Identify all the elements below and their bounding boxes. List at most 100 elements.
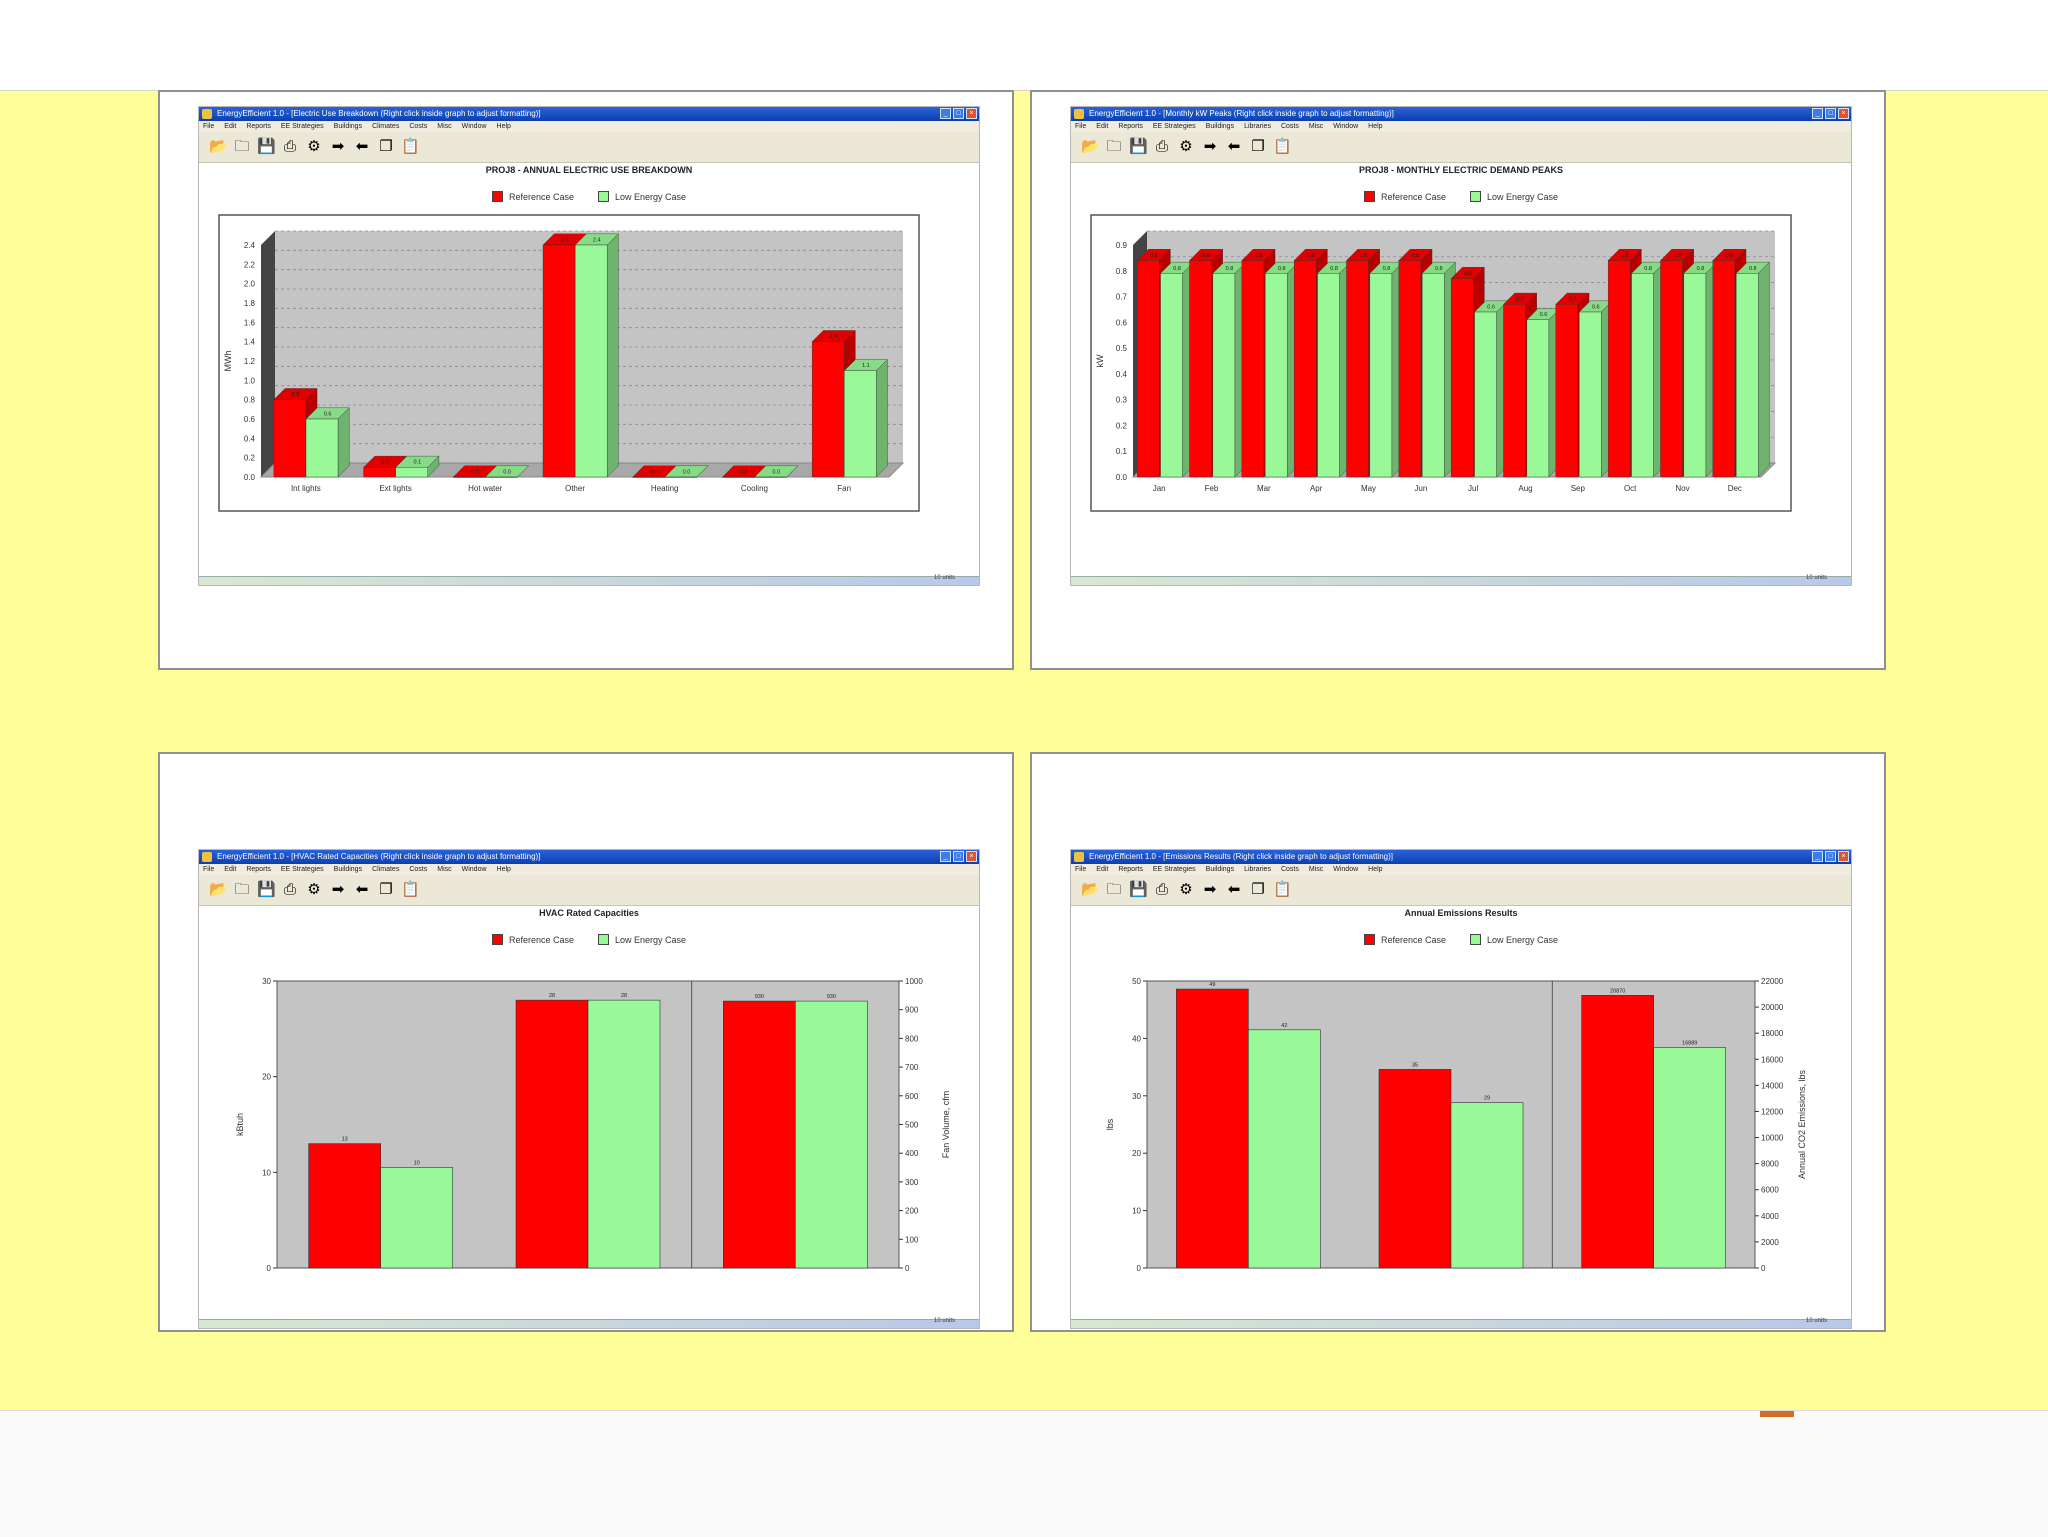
open-icon[interactable]: 📂 [1081,138,1100,155]
minimize-icon[interactable]: _ [1812,851,1823,862]
app-window-emissions[interactable]: EnergyEfficient 1.0 - [Emissions Results… [1070,849,1852,1329]
chart-area[interactable]: PROJ8 - ANNUAL ELECTRIC USE BREAKDOWN Ref… [199,163,979,531]
window-title-bar[interactable]: EnergyEfficient 1.0 - [Emissions Results… [1071,850,1851,864]
copy-icon[interactable]: ❐ [379,881,393,898]
menu-item[interactable]: Buildings [1205,866,1235,873]
app-window-hvac-capacities[interactable]: EnergyEfficient 1.0 - [HVAC Rated Capaci… [198,849,980,1329]
menu-item[interactable]: Window [1333,123,1359,130]
save-icon[interactable]: 💾 [257,138,276,155]
minimize-icon[interactable]: _ [940,108,951,119]
menu-item[interactable]: Edit [224,866,237,873]
menu-item[interactable]: Climates [372,123,400,130]
back-icon[interactable]: ⬅ [1227,138,1241,155]
menu-item[interactable]: Libraries [1244,123,1271,130]
folder-icon[interactable]: 🗀 [1106,138,1122,155]
menu-item[interactable]: Buildings [333,866,363,873]
menu-item[interactable]: File [1075,123,1087,130]
forward-icon[interactable]: ➡ [1203,881,1217,898]
open-icon[interactable]: 📂 [209,881,228,898]
menu-item[interactable]: Window [461,866,487,873]
folder-icon[interactable]: 🗀 [234,881,250,898]
save-icon[interactable]: 💾 [1129,881,1148,898]
menu-item[interactable]: Help [496,123,511,130]
menu-item[interactable]: Window [1333,866,1359,873]
maximize-icon[interactable]: □ [1825,851,1836,862]
window-title-bar[interactable]: EnergyEfficient 1.0 - [HVAC Rated Capaci… [199,850,979,864]
menu-item[interactable]: Reports [246,123,271,130]
forward-icon[interactable]: ➡ [331,138,345,155]
menu-item[interactable]: Edit [1096,866,1109,873]
open-icon[interactable]: 📂 [1081,881,1100,898]
menu-item[interactable]: Climates [372,866,400,873]
run-icon[interactable]: ⚙ [307,138,321,155]
menu-item[interactable]: File [203,123,215,130]
menu-item[interactable]: Costs [1280,866,1299,873]
menu-item[interactable]: File [1075,866,1087,873]
back-icon[interactable]: ⬅ [1227,881,1241,898]
folder-icon[interactable]: 🗀 [234,138,250,155]
slide-electric-use[interactable]: EnergyEfficient 1.0 - [Electric Use Brea… [158,90,1014,670]
paste-icon[interactable]: 📋 [401,881,420,898]
menu-item[interactable]: Costs [409,123,428,130]
minimize-icon[interactable]: _ [940,851,951,862]
menu-item[interactable]: Edit [224,123,237,130]
paste-icon[interactable]: 📋 [1273,881,1292,898]
back-icon[interactable]: ⬅ [355,138,369,155]
menu-item[interactable]: Window [461,123,487,130]
maximize-icon[interactable]: □ [953,108,964,119]
close-icon[interactable]: × [1838,851,1849,862]
paste-icon[interactable]: 📋 [1273,138,1292,155]
menu-item[interactable]: Reports [246,866,271,873]
close-icon[interactable]: × [966,851,977,862]
menu-item[interactable]: Reports [1118,123,1143,130]
menu-item[interactable]: Buildings [1205,123,1235,130]
chart-area[interactable]: Annual Emissions Results Reference Case Lo… [1071,906,1851,1274]
copy-icon[interactable]: ❐ [1251,138,1265,155]
menu-item[interactable]: Help [1368,866,1383,873]
run-icon[interactable]: ⚙ [307,881,321,898]
app-window-demand-peaks[interactable]: EnergyEfficient 1.0 - [Monthly kW Peaks … [1070,106,1852,586]
slide-hvac-capacities[interactable]: EnergyEfficient 1.0 - [HVAC Rated Capaci… [158,752,1014,1332]
back-icon[interactable]: ⬅ [355,881,369,898]
menu-item[interactable]: Costs [409,866,428,873]
menu-item[interactable]: EE Strategies [1152,123,1196,130]
copy-icon[interactable]: ❐ [1251,881,1265,898]
print-icon[interactable]: ⎙ [283,881,296,898]
menu-item[interactable]: Help [1368,123,1383,130]
run-icon[interactable]: ⚙ [1179,138,1193,155]
forward-icon[interactable]: ➡ [1203,138,1217,155]
minimize-icon[interactable]: _ [1812,108,1823,119]
app-window-electric-use[interactable]: EnergyEfficient 1.0 - [Electric Use Brea… [198,106,980,586]
menu-item[interactable]: Reports [1118,866,1143,873]
chart-svg[interactable]: 0.0 0.2 0.4 0.6 0.8 1.0 1.2 1.4 1.6 1.8 2.0 2.2 2.4 M… [199,163,979,531]
menu-item[interactable]: EE Strategies [1152,866,1196,873]
menu-item[interactable]: Misc [437,123,452,130]
chart-area[interactable]: HVAC Rated Capacities Reference Case Low E… [199,906,979,1274]
close-icon[interactable]: × [1838,108,1849,119]
menu-item[interactable]: Buildings [333,123,363,130]
close-icon[interactable]: × [966,108,977,119]
menu-item[interactable]: Misc [437,866,452,873]
maximize-icon[interactable]: □ [1825,108,1836,119]
copy-icon[interactable]: ❐ [379,138,393,155]
menu-item[interactable]: Misc [1308,866,1324,873]
chart-svg[interactable]: 0 10 20 30 40 50 0 2000 4000 6000 8000 10000 12000 14… [1071,906,1851,1274]
print-icon[interactable]: ⎙ [1155,881,1168,898]
print-icon[interactable]: ⎙ [283,138,296,155]
chart-svg[interactable]: 0.0 0.1 0.2 0.3 0.4 0.5 0.6 0.7 0.8 0.9 kW 0.8 0.8 Ja… [1071,163,1851,531]
save-icon[interactable]: 💾 [1129,138,1148,155]
run-icon[interactable]: ⚙ [1179,881,1193,898]
menu-item[interactable]: Libraries [1244,866,1271,873]
menu-item[interactable]: Edit [1096,123,1109,130]
chart-svg[interactable]: 010203001002003004005006007008009001000k… [199,906,979,1274]
menu-item[interactable]: Costs [1280,123,1299,130]
print-icon[interactable]: ⎙ [1155,138,1168,155]
paste-icon[interactable]: 📋 [401,138,420,155]
menu-item[interactable]: EE Strategies [280,123,324,130]
slide-demand-peaks[interactable]: EnergyEfficient 1.0 - [Monthly kW Peaks … [1030,90,1886,670]
slide-emissions[interactable]: EnergyEfficient 1.0 - [Emissions Results… [1030,752,1886,1332]
chart-area[interactable]: PROJ8 - MONTHLY ELECTRIC DEMAND PEAKS Ref… [1071,163,1851,531]
folder-icon[interactable]: 🗀 [1106,881,1122,898]
menu-item[interactable]: Help [496,866,511,873]
open-icon[interactable]: 📂 [209,138,228,155]
